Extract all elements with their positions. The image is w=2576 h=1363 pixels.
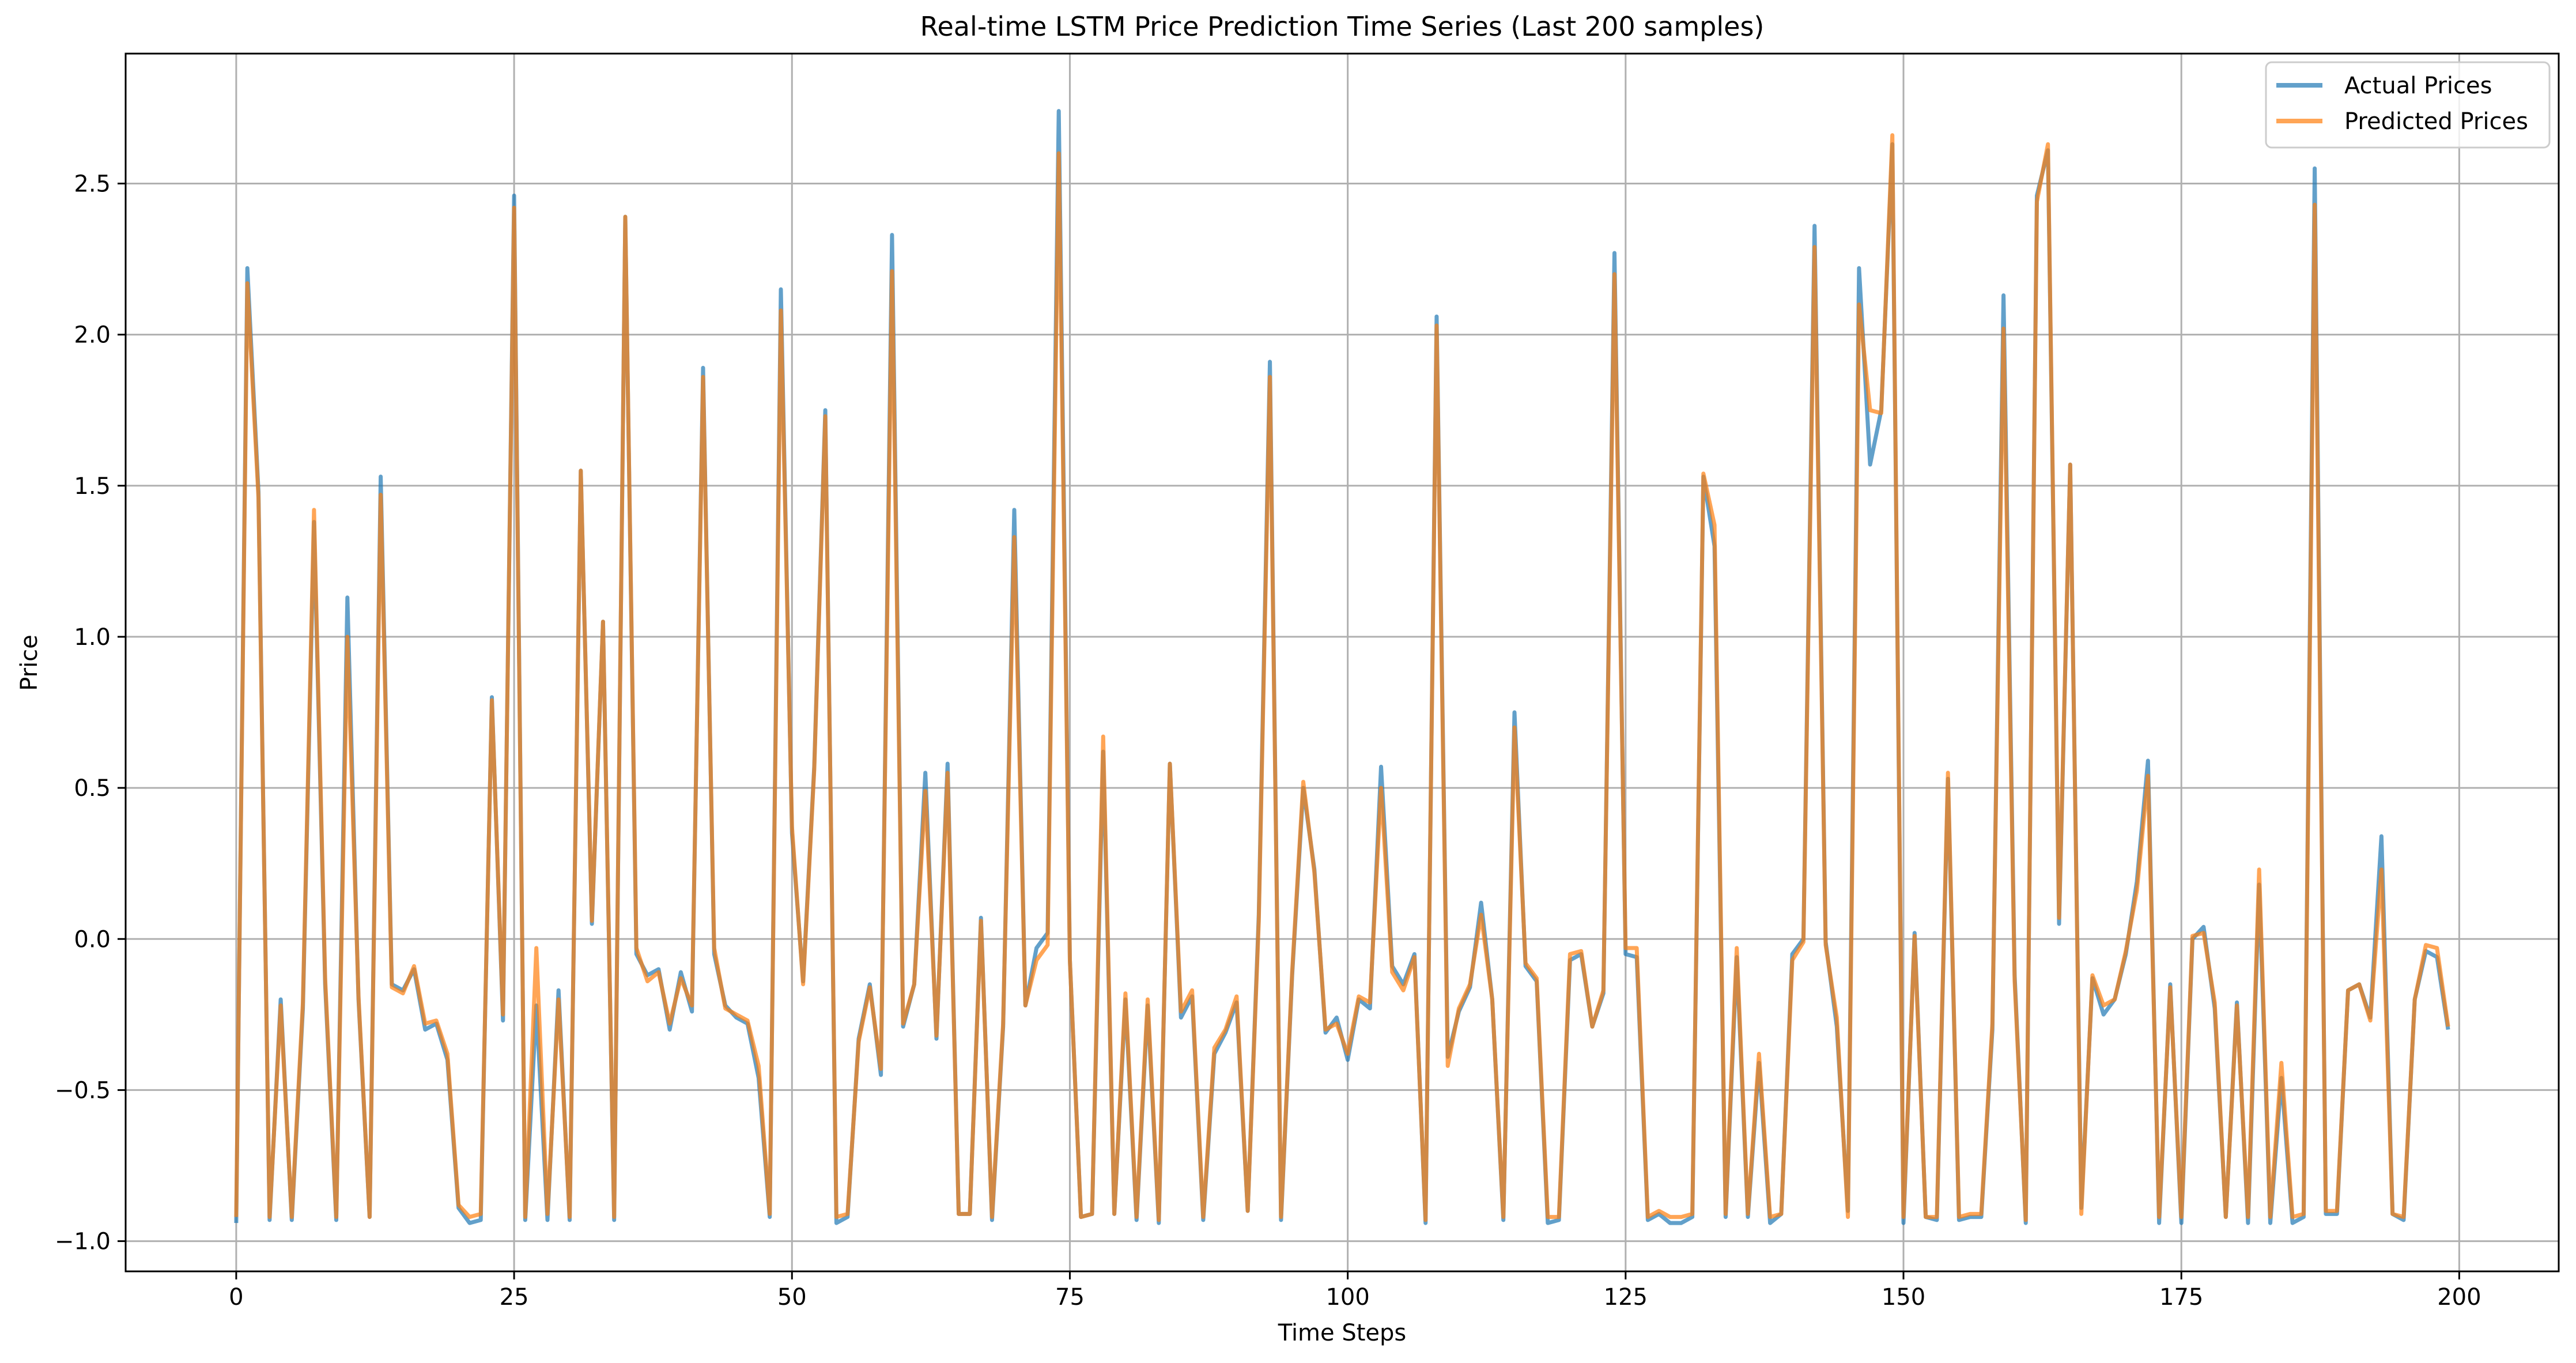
y-tick-label: 0.0 [74, 926, 111, 953]
x-tick-label: 175 [2159, 1284, 2203, 1311]
x-tick-label: 200 [2437, 1284, 2481, 1311]
x-tick-label: 100 [1325, 1284, 1369, 1311]
legend-label-actual: Actual Prices [2344, 73, 2492, 99]
predicted-prices-line [234, 133, 2450, 1222]
y-tick-label: 0.5 [74, 775, 111, 802]
legend: Actual Prices Predicted Prices [2265, 61, 2551, 149]
chart-title: Real-time LSTM Price Prediction Time Ser… [920, 11, 1765, 42]
y-tick-label: −0.5 [55, 1077, 111, 1104]
y-tick-label: 2.0 [74, 322, 111, 349]
legend-label-predicted: Predicted Prices [2344, 108, 2528, 135]
grid-lines [126, 54, 2559, 1271]
x-tick-label: 150 [1882, 1284, 1925, 1311]
x-tick-label: 125 [1604, 1284, 1648, 1311]
x-tick-label: 50 [777, 1284, 807, 1311]
legend-box [2265, 61, 2551, 149]
x-tick-label: 75 [1055, 1284, 1085, 1311]
axis-ticks: 0 25 50 75 100 125 150 175 200 −1.0 −0.5 0.0 0.5 1.0 1… [55, 171, 2481, 1311]
plot-lines [234, 109, 2450, 1225]
x-axis-label: Time Steps [1278, 1320, 1407, 1346]
y-tick-label: 2.5 [74, 171, 111, 197]
y-axis-label: Price [16, 635, 43, 691]
y-tick-label: 1.5 [74, 473, 111, 500]
axes-frame [124, 52, 2560, 1273]
x-tick-label: 25 [500, 1284, 529, 1311]
x-tick-label: 0 [229, 1284, 243, 1311]
y-tick-label: 1.0 [74, 624, 111, 651]
y-tick-label: −1.0 [55, 1229, 111, 1255]
